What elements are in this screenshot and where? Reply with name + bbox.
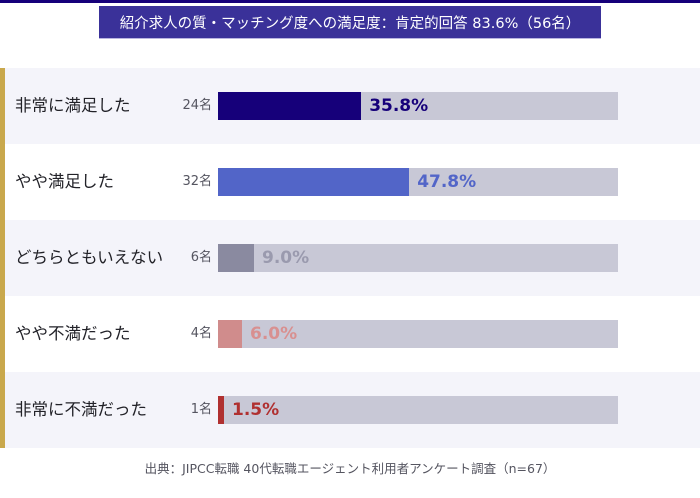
count-label: 6名	[190, 250, 212, 265]
source-note: 出典：JIPCC転職 40代転職エージェント利用者アンケート調査（n=67）	[144, 461, 556, 476]
bar-track: 1.5%	[218, 396, 618, 424]
bar-track: 47.8%	[218, 168, 618, 196]
bar-chart: 非常に満足した 24名 35.8% やや満足した 32名 47.8% どちらともいえない 6名…	[0, 68, 700, 448]
category-label: どちらともいえない	[15, 248, 164, 267]
category-label: やや不満だった	[15, 324, 131, 343]
bar-row: やや満足した 32名 47.8%	[5, 144, 700, 220]
bar-row: 非常に不満だった 1名 1.5%	[5, 372, 700, 448]
category-label: やや満足した	[15, 172, 114, 191]
category-label: 非常に満足した	[15, 96, 131, 115]
bar-row: 非常に満足した 24名 35.8%	[5, 68, 700, 144]
bar-track: 35.8%	[218, 92, 618, 120]
bar-row: やや不満だった 4名 6.0%	[5, 296, 700, 372]
bar	[218, 92, 362, 120]
bar	[218, 396, 224, 424]
count-label: 32名	[182, 174, 212, 189]
left-accent-bar	[0, 68, 5, 448]
category-label: 非常に不満だった	[15, 400, 147, 419]
chart-title: 紹介求人の質・マッチング度への満足度：肯定的回答 83.6%（56名）	[99, 6, 601, 38]
bar-track: 9.0%	[218, 244, 618, 272]
value-label: 47.8%	[417, 172, 477, 192]
value-label: 6.0%	[250, 324, 298, 344]
top-accent-strip	[0, 0, 700, 3]
value-label: 1.5%	[232, 400, 280, 420]
bar	[218, 168, 410, 196]
bar	[218, 320, 242, 348]
count-label: 24名	[182, 98, 212, 113]
bar-track: 6.0%	[218, 320, 618, 348]
value-label: 9.0%	[262, 248, 310, 268]
count-label: 4名	[190, 326, 212, 341]
count-label: 1名	[190, 402, 212, 417]
value-label: 35.8%	[369, 96, 429, 116]
bar	[218, 244, 254, 272]
bar-row: どちらともいえない 6名 9.0%	[5, 220, 700, 296]
